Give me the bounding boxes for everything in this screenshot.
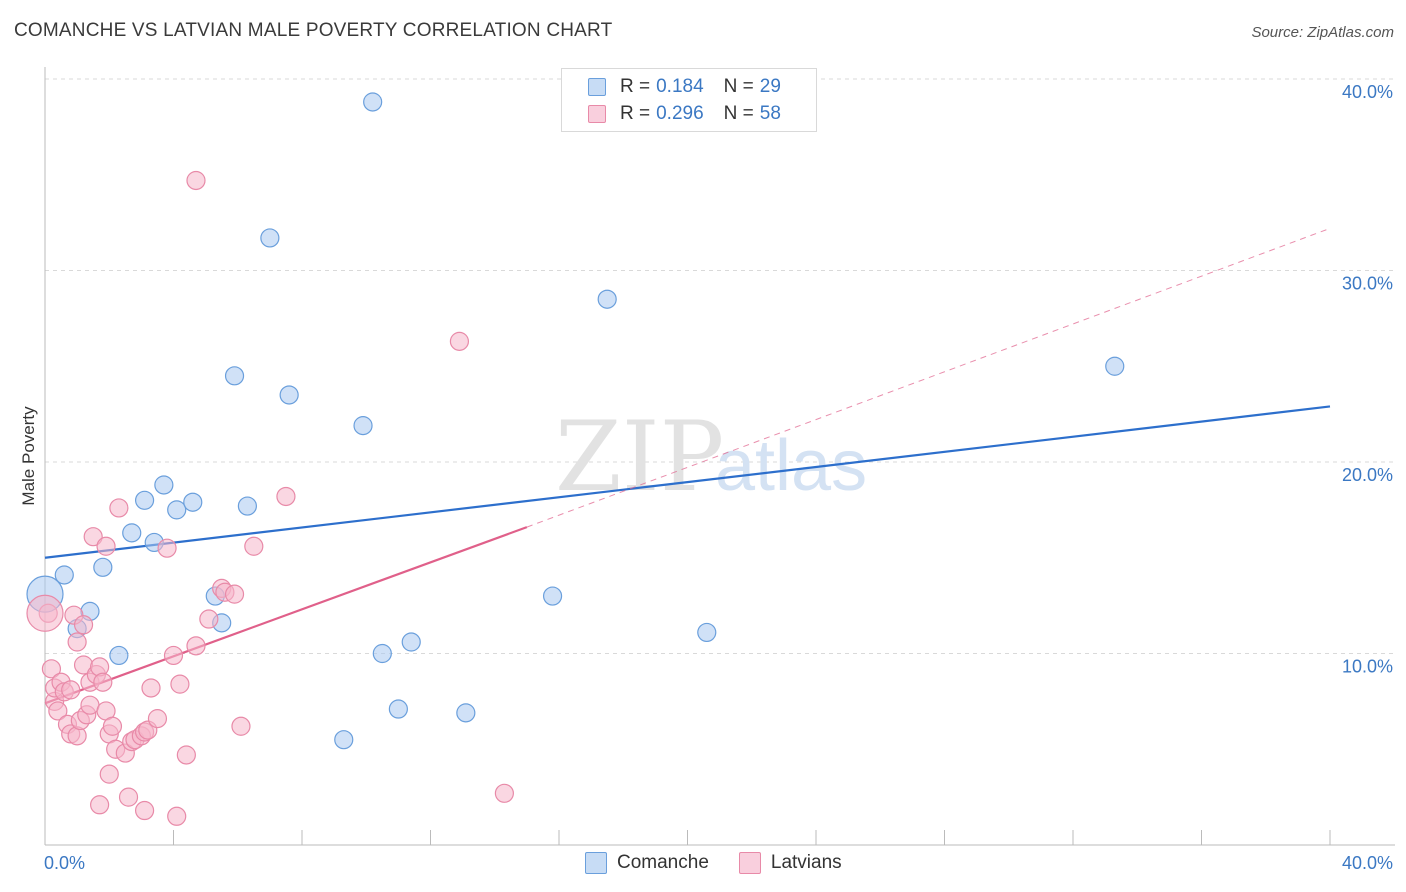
latvians-point bbox=[141, 678, 161, 698]
comanche-point bbox=[224, 366, 245, 386]
latvians-point bbox=[186, 170, 206, 191]
latvians-point bbox=[170, 674, 190, 694]
trend-lines bbox=[44, 227, 1331, 705]
latvians-point bbox=[99, 764, 119, 784]
latvians-point bbox=[147, 709, 168, 729]
source-label: Source: ZipAtlas.com bbox=[1251, 24, 1394, 41]
latvians-point bbox=[102, 716, 123, 736]
stats-legend: R = 0.184 N = 29 R = 0.296 N = 58 bbox=[561, 68, 817, 132]
chart-title: COMANCHE VS LATVIAN MALE POVERTY CORRELA… bbox=[14, 20, 613, 41]
comanche-point bbox=[388, 699, 408, 719]
comanche-point bbox=[363, 92, 383, 112]
latvians-point bbox=[224, 584, 245, 604]
comanche-point bbox=[353, 416, 373, 436]
n-value: 58 bbox=[759, 103, 781, 124]
comanche-point bbox=[93, 557, 113, 577]
latvians-point bbox=[163, 645, 184, 666]
latvians-point bbox=[186, 636, 206, 656]
comanche-point bbox=[260, 228, 280, 248]
n-label: N = bbox=[723, 103, 754, 124]
latvians-point bbox=[96, 536, 116, 556]
r-label: R = bbox=[620, 103, 651, 124]
r-value: 0.184 bbox=[656, 76, 704, 97]
y-axis-title: Male Poverty bbox=[19, 406, 38, 506]
comanche-point bbox=[134, 490, 155, 510]
comanche-point bbox=[154, 475, 174, 495]
latvians-point bbox=[90, 795, 110, 815]
latvians-point bbox=[118, 787, 139, 807]
n-value: 29 bbox=[759, 76, 781, 97]
latvians-point bbox=[48, 701, 68, 721]
legend-label-latvians: Latvians bbox=[770, 852, 842, 873]
latvians-point bbox=[83, 527, 103, 547]
comanche-point bbox=[183, 492, 203, 512]
comanche-point bbox=[334, 730, 354, 750]
legend-item-comanche: Comanche bbox=[585, 852, 709, 874]
axes bbox=[44, 67, 1395, 846]
r-label: R = bbox=[620, 76, 651, 97]
latvians-point bbox=[176, 745, 196, 765]
comanche-point bbox=[542, 586, 563, 606]
latvians-point bbox=[109, 498, 129, 518]
comanche-point bbox=[54, 565, 74, 585]
y-tick-label: 10.0% bbox=[1342, 657, 1393, 677]
latvians-point bbox=[134, 800, 155, 821]
tick-labels: 10.0% 20.0% 30.0% 40.0% 0.0% 40.0% bbox=[44, 82, 1393, 873]
x-tick-label: 0.0% bbox=[44, 853, 85, 873]
latvians-point bbox=[41, 659, 62, 679]
comanche-trend-line bbox=[44, 405, 1331, 559]
latvians-point bbox=[157, 538, 177, 558]
comanche-point bbox=[697, 622, 717, 643]
x-tick-label: 40.0% bbox=[1342, 853, 1393, 873]
legend-label-comanche: Comanche bbox=[617, 852, 709, 873]
latvians-point bbox=[199, 609, 219, 629]
latvians-point bbox=[67, 632, 87, 652]
legend-row-latvians: R = 0.296 N = 58 bbox=[588, 102, 781, 126]
latvians-swatch bbox=[738, 852, 761, 874]
comanche-point bbox=[109, 645, 129, 666]
latvians-point bbox=[73, 615, 94, 635]
comanche-swatch bbox=[588, 78, 606, 96]
latvians-point bbox=[276, 486, 296, 507]
comanche-point bbox=[597, 289, 617, 309]
y-tick-label: 30.0% bbox=[1342, 274, 1393, 294]
latvians-point bbox=[494, 783, 514, 803]
comanche-point bbox=[401, 632, 421, 652]
watermark-atlas: atlas bbox=[715, 426, 867, 506]
comanche-point bbox=[279, 385, 299, 405]
series-legend: Comanche Latvians bbox=[585, 852, 872, 874]
latvians-point bbox=[80, 695, 100, 715]
latvians-point bbox=[231, 716, 251, 736]
watermark-zip: ZIP bbox=[555, 401, 724, 513]
watermark: ZIP atlas bbox=[555, 401, 867, 513]
comanche-point bbox=[167, 500, 187, 520]
latvians-point bbox=[93, 672, 113, 692]
latvians-trend-extension bbox=[526, 227, 1331, 528]
latvians-trend-line bbox=[44, 526, 528, 705]
legend-item-latvians: Latvians bbox=[738, 852, 842, 874]
comanche-point bbox=[372, 643, 392, 664]
r-value: 0.296 bbox=[656, 103, 704, 124]
latvians-point bbox=[449, 331, 470, 351]
comanche-swatch bbox=[585, 852, 607, 874]
data-points bbox=[26, 92, 1125, 826]
n-label: N = bbox=[723, 76, 754, 97]
y-tick-label: 20.0% bbox=[1342, 465, 1393, 485]
comanche-point bbox=[122, 523, 142, 543]
comanche-point bbox=[1105, 356, 1125, 376]
comanche-point bbox=[456, 703, 476, 723]
legend-row-comanche: R = 0.184 N = 29 bbox=[588, 75, 781, 99]
y-tick-label: 40.0% bbox=[1342, 82, 1393, 102]
latvians-point bbox=[167, 806, 187, 826]
latvians-point bbox=[26, 594, 64, 632]
comanche-point bbox=[237, 496, 257, 516]
latvians-point bbox=[61, 680, 81, 700]
grid-lines bbox=[45, 78, 1395, 654]
latvians-point bbox=[244, 536, 264, 556]
latvians-swatch bbox=[588, 105, 606, 123]
